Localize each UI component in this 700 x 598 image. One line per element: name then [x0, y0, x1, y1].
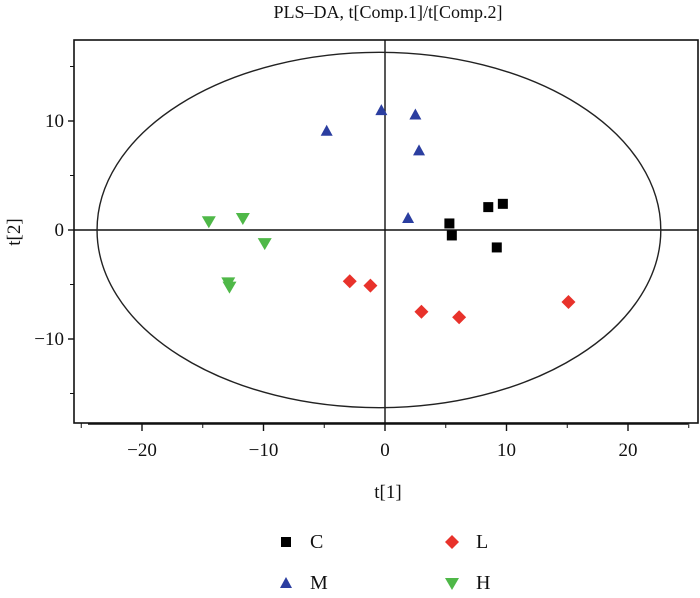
plot-frame: [73, 39, 699, 424]
x-axis-label: t[1]: [374, 482, 401, 503]
legend-marker-c: [281, 537, 291, 547]
x-tick-label: 0: [380, 440, 390, 461]
legend-label-c: C: [310, 531, 323, 553]
legend-marker-h: [445, 578, 459, 590]
x-tick-label: 10: [497, 440, 516, 461]
y-axis-label: t[2]: [4, 218, 25, 245]
x-tick-label: −10: [249, 440, 279, 461]
data-point-h: [235, 213, 250, 226]
data-point-c: [446, 230, 457, 241]
chart-title: PLS–DA, t[Comp.1]/t[Comp.2]: [273, 2, 502, 22]
data-point-m: [413, 144, 426, 156]
reference-lines: [74, 40, 698, 423]
data-point-l: [342, 274, 357, 289]
data-point-c: [444, 218, 455, 229]
x-axis: −20 −10 0 10 20: [80, 423, 690, 461]
legend-label-m: M: [310, 572, 328, 594]
legend: C L M H: [280, 531, 490, 594]
data-point-m: [409, 108, 422, 120]
y-tick-label: −10: [34, 329, 64, 350]
legend-marker-l: [445, 535, 459, 549]
data-point-m: [375, 104, 388, 116]
data-point-m: [402, 212, 415, 224]
data-point-c: [491, 242, 502, 253]
y-tick-label: 0: [55, 220, 65, 241]
data-point-l: [452, 310, 467, 325]
legend-label-h: H: [476, 572, 490, 594]
y-axis: 10 0 −10: [34, 66, 74, 394]
data-point-h: [257, 238, 272, 251]
legend-marker-m: [280, 577, 292, 588]
data-point-c: [497, 198, 508, 209]
data-point-h: [222, 281, 237, 294]
legend-label-l: L: [476, 531, 488, 553]
data-point-h: [201, 216, 216, 229]
data-point-c: [483, 202, 494, 213]
y-tick-label: 10: [45, 111, 64, 132]
data-point-l: [414, 304, 429, 319]
data-point-l: [363, 278, 378, 293]
data-points: [201, 104, 576, 325]
data-point-m: [320, 124, 333, 136]
hotelling-ellipse: [96, 51, 662, 409]
x-tick-label: 20: [619, 440, 638, 461]
data-point-l: [561, 294, 576, 309]
x-tick-label: −20: [127, 440, 157, 461]
